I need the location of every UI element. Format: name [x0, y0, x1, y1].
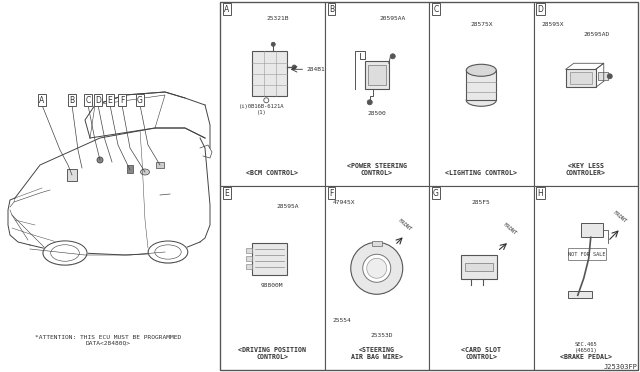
Bar	[461, 255, 497, 279]
Circle shape	[351, 242, 403, 294]
Bar	[534, 186, 638, 370]
Text: <KEY LESS
CONTROLER>: <KEY LESS CONTROLER>	[566, 163, 605, 176]
Circle shape	[367, 258, 387, 278]
Bar	[156, 162, 164, 168]
Text: D: D	[538, 4, 543, 13]
Text: 28595X: 28595X	[541, 22, 564, 27]
Bar	[67, 169, 77, 181]
Text: <CARD SLOT
CONTROL>: <CARD SLOT CONTROL>	[461, 347, 501, 360]
Bar	[252, 243, 287, 275]
Circle shape	[607, 74, 612, 79]
Bar	[568, 291, 592, 298]
Bar	[580, 223, 603, 237]
Ellipse shape	[141, 169, 150, 175]
Bar	[566, 69, 596, 87]
Bar	[246, 256, 252, 261]
Text: (i)0B16B-6121A
(1): (i)0B16B-6121A (1)	[239, 104, 285, 115]
Bar	[368, 65, 386, 85]
Text: <DRIVING POSITION
CONTROL>: <DRIVING POSITION CONTROL>	[238, 347, 307, 360]
Text: C: C	[85, 96, 91, 105]
Text: G: G	[137, 96, 143, 105]
Text: J25303FP: J25303FP	[604, 364, 638, 370]
Bar	[429, 2, 534, 186]
Text: H: H	[538, 189, 543, 198]
Bar	[372, 241, 381, 246]
Text: E: E	[225, 189, 229, 198]
Text: *ATTENTION: THIS ECU MUST BE PROGRAMMED
DATA<28480Q>: *ATTENTION: THIS ECU MUST BE PROGRAMMED …	[35, 334, 181, 345]
Bar	[534, 2, 638, 186]
Bar	[127, 165, 133, 173]
Text: <LIGHTING CONTROL>: <LIGHTING CONTROL>	[445, 170, 517, 176]
Circle shape	[390, 54, 396, 59]
Text: A: A	[225, 4, 230, 13]
Bar	[246, 248, 252, 253]
Text: 20595AD: 20595AD	[583, 32, 609, 37]
Text: 47945X: 47945X	[333, 200, 355, 205]
Bar	[220, 186, 324, 370]
Text: 28595A: 28595A	[276, 204, 299, 209]
Text: FRONT: FRONT	[612, 210, 627, 224]
Text: <BCM CONTROL>: <BCM CONTROL>	[246, 170, 298, 176]
Text: FRONT: FRONT	[397, 218, 412, 232]
Text: B: B	[69, 96, 75, 105]
Bar	[570, 72, 592, 84]
Circle shape	[271, 42, 275, 46]
Ellipse shape	[467, 64, 496, 76]
Text: F: F	[120, 96, 124, 105]
Bar	[252, 51, 287, 96]
Text: 284B1: 284B1	[307, 67, 325, 72]
Bar	[467, 70, 496, 100]
Text: G: G	[433, 189, 439, 198]
Text: FRONT: FRONT	[501, 222, 517, 236]
Ellipse shape	[467, 94, 496, 106]
Circle shape	[264, 98, 269, 103]
Text: <BRAKE PEDAL>: <BRAKE PEDAL>	[560, 354, 612, 360]
Bar	[324, 2, 429, 186]
Text: E: E	[108, 96, 113, 105]
Text: 25321B: 25321B	[266, 16, 289, 21]
Bar	[220, 2, 324, 186]
Text: 25353D: 25353D	[371, 333, 393, 338]
Text: A: A	[40, 96, 45, 105]
Text: <STEERING
AIR BAG WIRE>: <STEERING AIR BAG WIRE>	[351, 347, 403, 360]
Circle shape	[363, 254, 391, 282]
Bar	[324, 186, 429, 370]
Ellipse shape	[43, 241, 87, 265]
Bar	[598, 72, 608, 80]
Text: F: F	[330, 189, 333, 198]
Text: <POWER STEERING
CONTROL>: <POWER STEERING CONTROL>	[347, 163, 407, 176]
Text: SEC.465
(46501): SEC.465 (46501)	[574, 342, 597, 353]
Circle shape	[367, 100, 372, 105]
Text: 98800M: 98800M	[261, 283, 284, 288]
Text: NOT FOR SALE: NOT FOR SALE	[568, 252, 605, 257]
Bar	[246, 264, 252, 269]
Text: C: C	[433, 4, 438, 13]
Ellipse shape	[148, 241, 188, 263]
Circle shape	[292, 65, 296, 69]
Text: 28500: 28500	[367, 111, 386, 116]
Text: B: B	[329, 4, 334, 13]
Text: 25554: 25554	[333, 318, 351, 324]
Text: 20595AA: 20595AA	[380, 16, 406, 21]
Text: D: D	[95, 96, 101, 105]
Text: 28575X: 28575X	[470, 22, 493, 27]
Bar	[220, 2, 638, 370]
Bar	[429, 186, 534, 370]
Text: 285F5: 285F5	[472, 200, 491, 205]
Circle shape	[97, 157, 103, 163]
Bar	[365, 61, 388, 89]
Bar	[568, 248, 605, 260]
Bar	[465, 263, 493, 271]
